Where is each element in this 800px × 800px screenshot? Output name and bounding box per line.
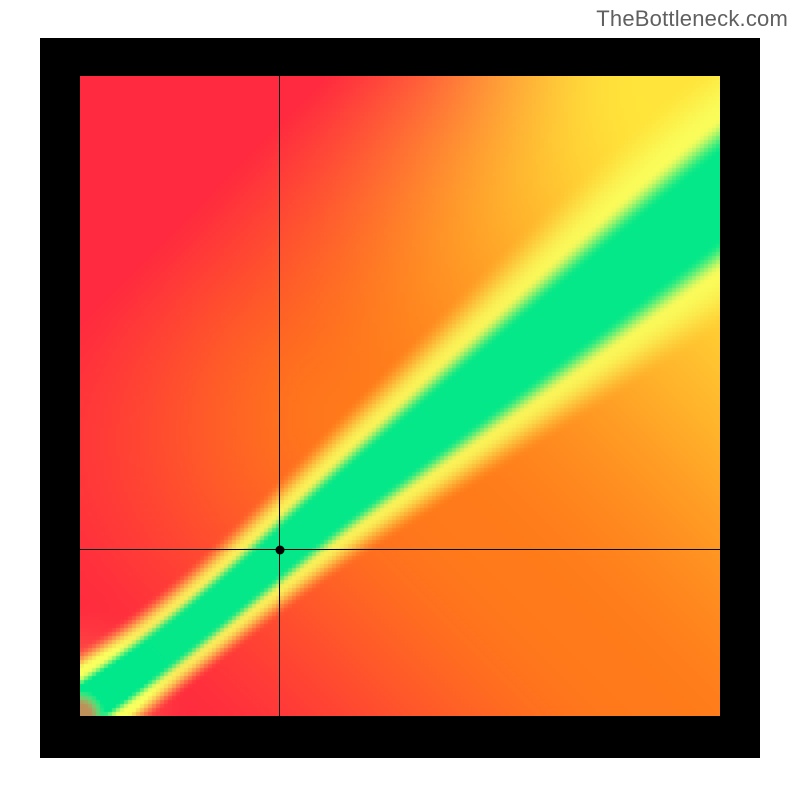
crosshair-horizontal	[80, 549, 720, 550]
data-point-marker	[275, 545, 284, 554]
watermark-text: TheBottleneck.com	[596, 6, 788, 32]
crosshair-vertical	[279, 76, 280, 716]
heatmap-canvas	[80, 76, 720, 716]
plot-frame	[40, 38, 760, 758]
figure-root: TheBottleneck.com	[0, 0, 800, 800]
